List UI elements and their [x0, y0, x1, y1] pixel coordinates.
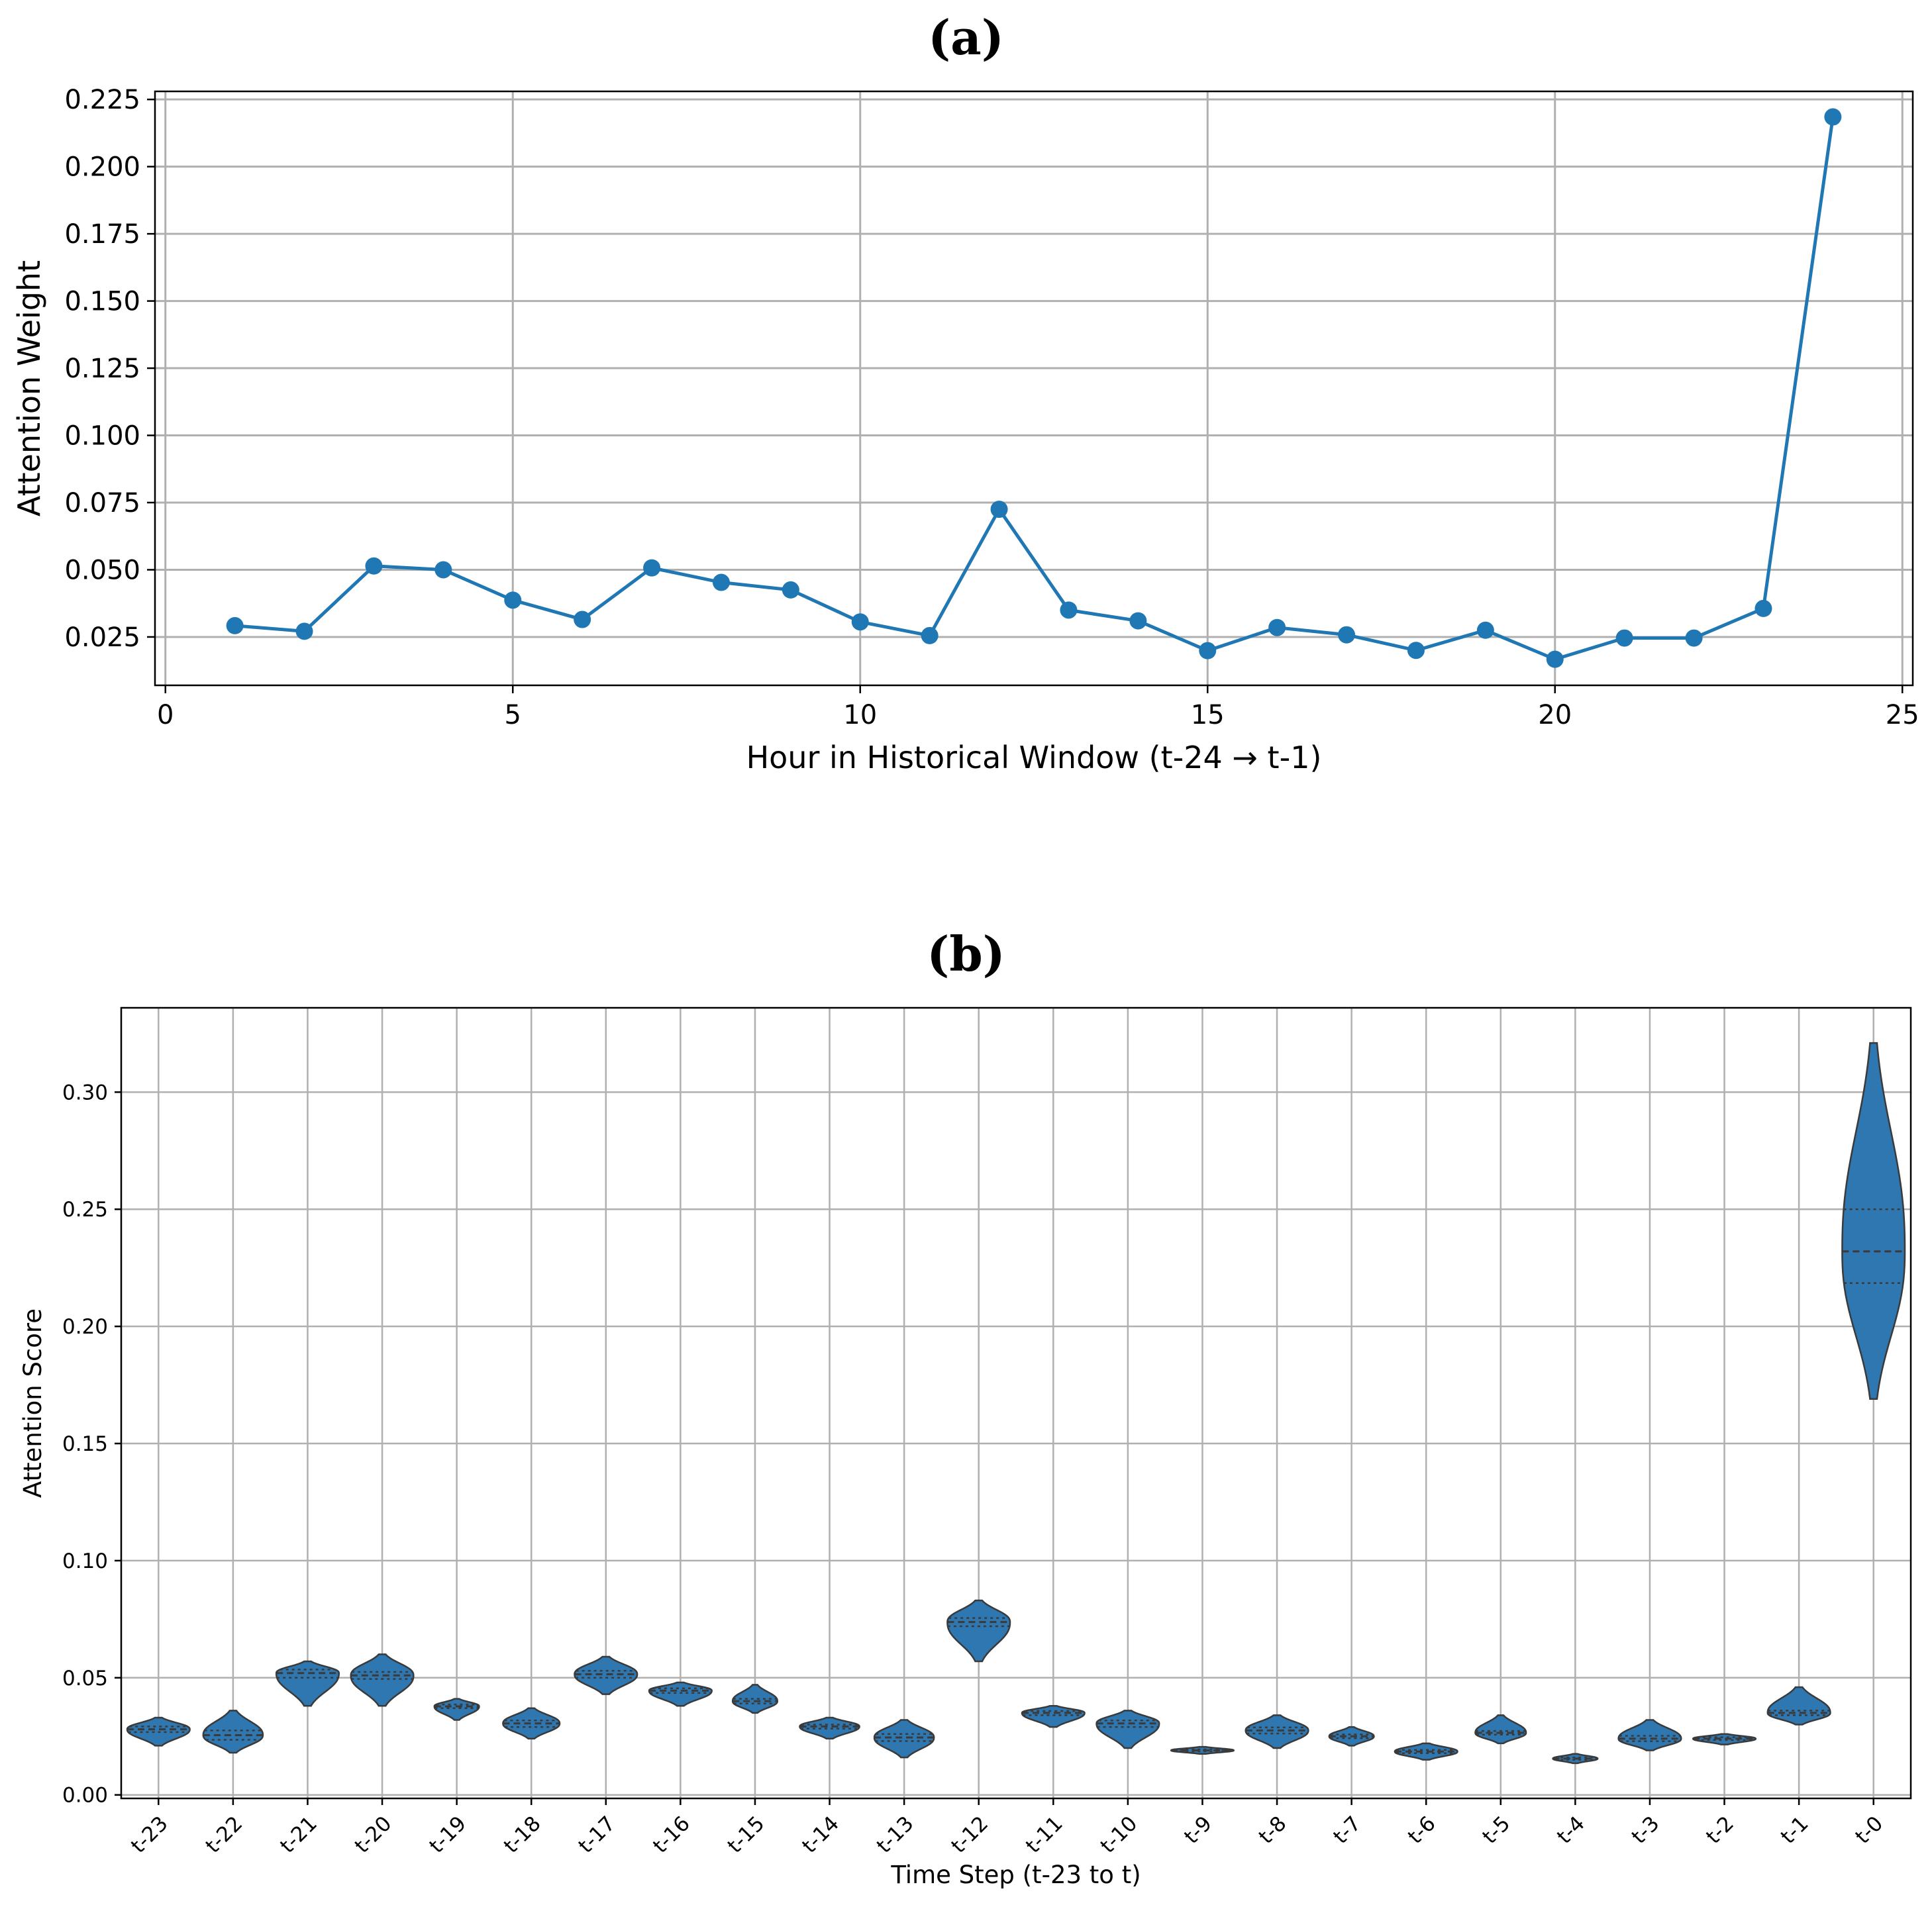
y-axis-title-b: Attention Score [19, 1308, 47, 1498]
data-point [782, 581, 799, 599]
x-tick-label: 5 [505, 700, 521, 730]
x-tick-label: t-6 [1403, 1812, 1441, 1849]
x-tick-label: 15 [1191, 700, 1225, 730]
violin-shape [433, 1698, 480, 1721]
violin-shape [799, 1716, 860, 1740]
violin-shape [1021, 1705, 1086, 1728]
x-tick-label: 10 [843, 700, 877, 730]
data-point [434, 561, 452, 579]
data-point [1199, 642, 1217, 660]
y-tick-label: 0.15 [62, 1432, 108, 1456]
y-tick-label: 0.100 [64, 421, 140, 452]
x-tick-label: t-2 [1702, 1812, 1739, 1849]
x-axis-title-b: Time Step (t-23 to t) [890, 1861, 1141, 1889]
y-tick-label: 0.050 [64, 555, 140, 585]
violin-shape [1394, 1742, 1458, 1761]
x-tick-label: t-4 [1552, 1812, 1590, 1849]
violin-shape [502, 1707, 561, 1740]
data-point [921, 626, 939, 644]
violin-shape [1245, 1714, 1309, 1749]
y-axis-title-a: Attention Weight [11, 260, 47, 516]
data-point [1268, 618, 1286, 636]
violin-shape [1095, 1710, 1160, 1749]
data-point [990, 501, 1008, 518]
x-tick-label: t-15 [723, 1812, 770, 1858]
x-tick-label: t-9 [1180, 1812, 1217, 1849]
violin-shape [1841, 1042, 1906, 1400]
x-tick-label: 25 [1886, 700, 1919, 730]
x-tick-label: t-0 [1851, 1812, 1888, 1849]
x-tick-label: t-23 [127, 1812, 173, 1858]
data-point [1824, 108, 1842, 126]
plot-frame-a [154, 90, 1914, 687]
y-tick-label: 0.25 [62, 1198, 108, 1222]
violin-shape [275, 1660, 340, 1707]
data-point [1129, 612, 1147, 630]
data-point [1685, 629, 1703, 647]
panel-a-title: (a) [928, 9, 1004, 66]
x-tick-label: t-10 [1096, 1812, 1143, 1858]
y-tick-label: 0.225 [64, 85, 140, 115]
data-point [504, 591, 522, 609]
data-point [851, 613, 869, 631]
x-tick-label: t-14 [797, 1812, 844, 1858]
violin-shape [350, 1653, 415, 1707]
y-tick-label: 0.175 [64, 219, 140, 250]
y-tick-label: 0.00 [62, 1784, 108, 1808]
data-point [1407, 642, 1425, 660]
y-tick-label: 0.075 [64, 488, 140, 518]
attention-weight-line [234, 117, 1835, 661]
x-axis-title-a: Hour in Historical Window (t-24 → t-1) [746, 740, 1322, 775]
x-tick-label: t-8 [1254, 1812, 1292, 1849]
y-tick-label: 0.125 [64, 354, 140, 384]
data-point [365, 557, 383, 575]
panel-b-title: (b) [927, 926, 1005, 982]
data-point [1546, 650, 1564, 668]
violin-shape [574, 1655, 638, 1695]
data-point [574, 611, 591, 628]
data-point [1476, 621, 1494, 639]
violin-shape [648, 1681, 713, 1707]
x-tick-label: t-12 [946, 1812, 993, 1858]
violin-shape [1766, 1686, 1831, 1726]
data-point [643, 559, 661, 577]
x-tick-label: t-19 [425, 1812, 471, 1858]
x-tick-label: 0 [157, 700, 174, 730]
violin-shape [873, 1719, 935, 1759]
data-point [226, 616, 244, 634]
data-point [1338, 626, 1356, 644]
data-point [1060, 601, 1078, 619]
y-tick-label: 0.150 [64, 287, 140, 317]
x-tick-label: t-17 [574, 1812, 620, 1858]
x-tick-label: t-13 [872, 1812, 919, 1858]
x-tick-label: t-18 [499, 1812, 546, 1858]
violin-shape [946, 1599, 1011, 1663]
y-tick-label: 0.10 [62, 1549, 108, 1573]
y-tick-label: 0.05 [62, 1667, 108, 1690]
data-point [1754, 599, 1772, 617]
x-tick-label: t-22 [201, 1812, 248, 1858]
x-tick-label: t-5 [1478, 1812, 1515, 1849]
x-tick-label: t-21 [276, 1812, 322, 1858]
x-tick-label: t-1 [1776, 1812, 1813, 1849]
chart-a: 0 5 10 15 20 25 0.025 0.050 0.075 0.100 0.125 0.150… [11, 85, 1919, 775]
violin-shape [1474, 1714, 1527, 1745]
x-tick-label: t-20 [350, 1812, 397, 1858]
x-tick-label: t-11 [1021, 1812, 1068, 1858]
x-tick-label: t-7 [1329, 1812, 1366, 1849]
violin-shape [202, 1710, 264, 1754]
y-tick-label: 0.025 [64, 622, 140, 653]
x-tick-label: t-3 [1627, 1812, 1664, 1849]
plot-frame-b [120, 1006, 1912, 1800]
y-tick-label: 0.200 [64, 152, 140, 183]
y-tick-label: 0.30 [62, 1081, 108, 1104]
data-point [712, 573, 730, 591]
data-point [1615, 629, 1633, 647]
x-tick-label: t-16 [648, 1812, 695, 1858]
x-tick-label: 20 [1538, 700, 1572, 730]
data-point [295, 622, 313, 640]
y-tick-label: 0.20 [62, 1315, 108, 1339]
